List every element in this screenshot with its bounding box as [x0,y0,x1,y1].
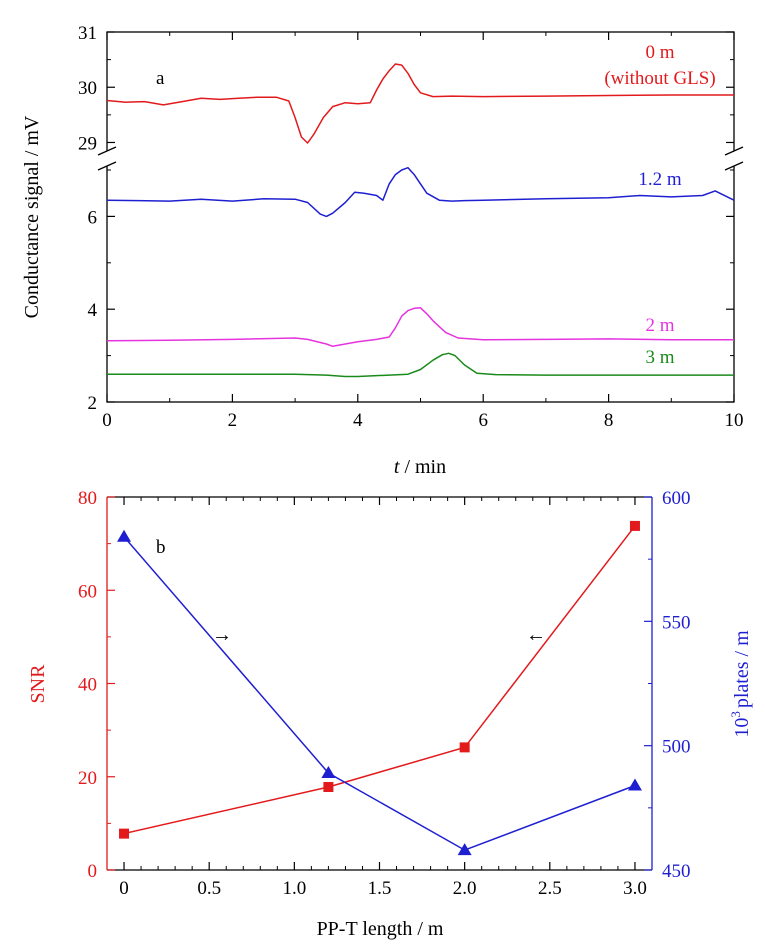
y-left-tick-label: 60 [78,581,97,602]
series-label-0m: 0 m [645,42,674,63]
y-right-tick-label: 600 [662,488,691,509]
series-line-3-m [107,352,734,378]
x-tick-label: 4 [353,410,363,431]
y-left-tick-label: 40 [78,675,97,696]
y-right-tick-label: 450 [662,861,691,882]
snr-point [629,520,640,531]
plates-point [321,766,336,779]
snr-point [119,828,130,839]
panel-b-ylabel-right: 103plates / m [728,630,753,738]
panel-a-axis-break [97,146,744,171]
arrow-to-right-axis: → [212,624,232,646]
break-mark [724,161,744,171]
y-tick-label: 2 [88,393,98,414]
snr-line [123,525,636,835]
panel-b-plot: 0 0.5 1.0 1.5 2.0 2.5 3.0 0 20 40 60 80 450 500 550 600… [27,488,753,940]
panel-b-series [117,520,642,856]
break-mark [97,161,117,171]
y-tick-label: 4 [88,300,98,321]
series-label-2m: 2 m [645,315,674,336]
y-tick-label: 30 [78,78,97,99]
panel-a-series [106,63,735,378]
y-left-tick-label: 0 [88,861,98,882]
panel-a-xlabel: t / min [394,456,446,478]
y-tick-label: 29 [78,133,97,154]
y-left-tick-label: 80 [78,488,97,509]
panel-b-label: b [156,537,166,558]
snr-point [323,782,334,793]
plates-line [123,536,636,851]
x-tick-label: 1.0 [282,878,306,899]
x-tick-label: 2.0 [453,878,477,899]
y-tick-label: 31 [78,23,97,44]
axis-gap [104,151,110,166]
x-tick-label: 10 [725,410,744,431]
x-tick-label: 1.5 [368,878,392,899]
break-mark [724,146,744,156]
panel-a-label: a [156,68,165,89]
axis-gap [731,151,737,166]
x-tick-label: 2.5 [538,878,562,899]
plates-point [627,778,642,791]
x-tick-label: 8 [604,410,614,431]
panel-b-ticks: 0 0.5 1.0 1.5 2.0 2.5 3.0 0 20 40 60 80 450 500 550 600 [78,488,691,899]
series-label-1-2m: 1.2 m [638,169,682,190]
x-tick-label: 0.5 [197,878,221,899]
series-line-1-2-m [106,166,735,218]
panel-b-ylabel-left: SNR [27,664,49,704]
y-tick-label: 6 [88,207,98,228]
y-left-tick-label: 20 [78,768,97,789]
series-line-0-m [106,63,734,144]
series-label-0m-note: (without GLS) [604,68,715,89]
panel-b-xlabel: PP-T length / m [317,918,444,940]
series-label-3m: 3 m [645,347,674,368]
y-right-tick-label: 500 [662,737,691,758]
series-line-2-m [106,307,734,348]
x-tick-label: 0 [119,878,129,899]
x-tick-label: 3.0 [623,878,647,899]
x-tick-label: 2 [228,410,238,431]
arrow-to-left-axis: ← [526,624,546,646]
break-mark [97,146,117,156]
snr-point [459,742,470,753]
plates-point [457,843,472,856]
plates-point [117,529,132,542]
y-right-tick-label: 550 [662,612,691,633]
x-tick-label: 6 [478,410,488,431]
x-tick-label: 0 [102,410,112,431]
panel-a-ylabel: Conductance signal / mV [21,115,43,318]
